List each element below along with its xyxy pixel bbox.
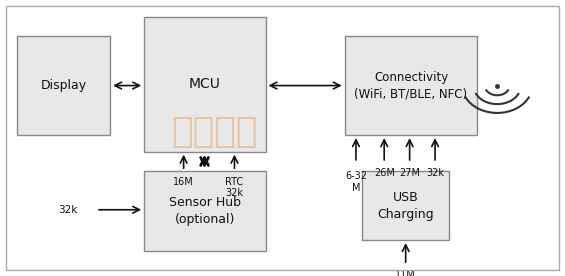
Text: Sensor Hub
(optional): Sensor Hub (optional) (169, 196, 241, 226)
Text: 6-32
M: 6-32 M (345, 171, 367, 193)
Text: 16M: 16M (173, 177, 194, 187)
Text: 26M: 26M (374, 168, 394, 178)
Text: Connectivity
(WiFi, BT/BLE, NFC): Connectivity (WiFi, BT/BLE, NFC) (354, 71, 468, 100)
Text: USB
Charging: USB Charging (377, 191, 434, 221)
Text: 32k: 32k (58, 205, 77, 215)
Text: Display: Display (41, 79, 86, 92)
Bar (345, 36, 477, 135)
Text: RTC
32k: RTC 32k (225, 177, 244, 198)
Text: MCU: MCU (189, 77, 221, 91)
Bar (362, 171, 449, 240)
Text: 27M: 27M (399, 168, 420, 178)
Text: 11M: 11M (396, 270, 416, 276)
Bar (144, 171, 266, 251)
Bar (144, 17, 266, 152)
Text: 亿金电子: 亿金电子 (171, 115, 258, 150)
Text: 32k: 32k (426, 168, 444, 178)
Bar (17, 36, 110, 135)
